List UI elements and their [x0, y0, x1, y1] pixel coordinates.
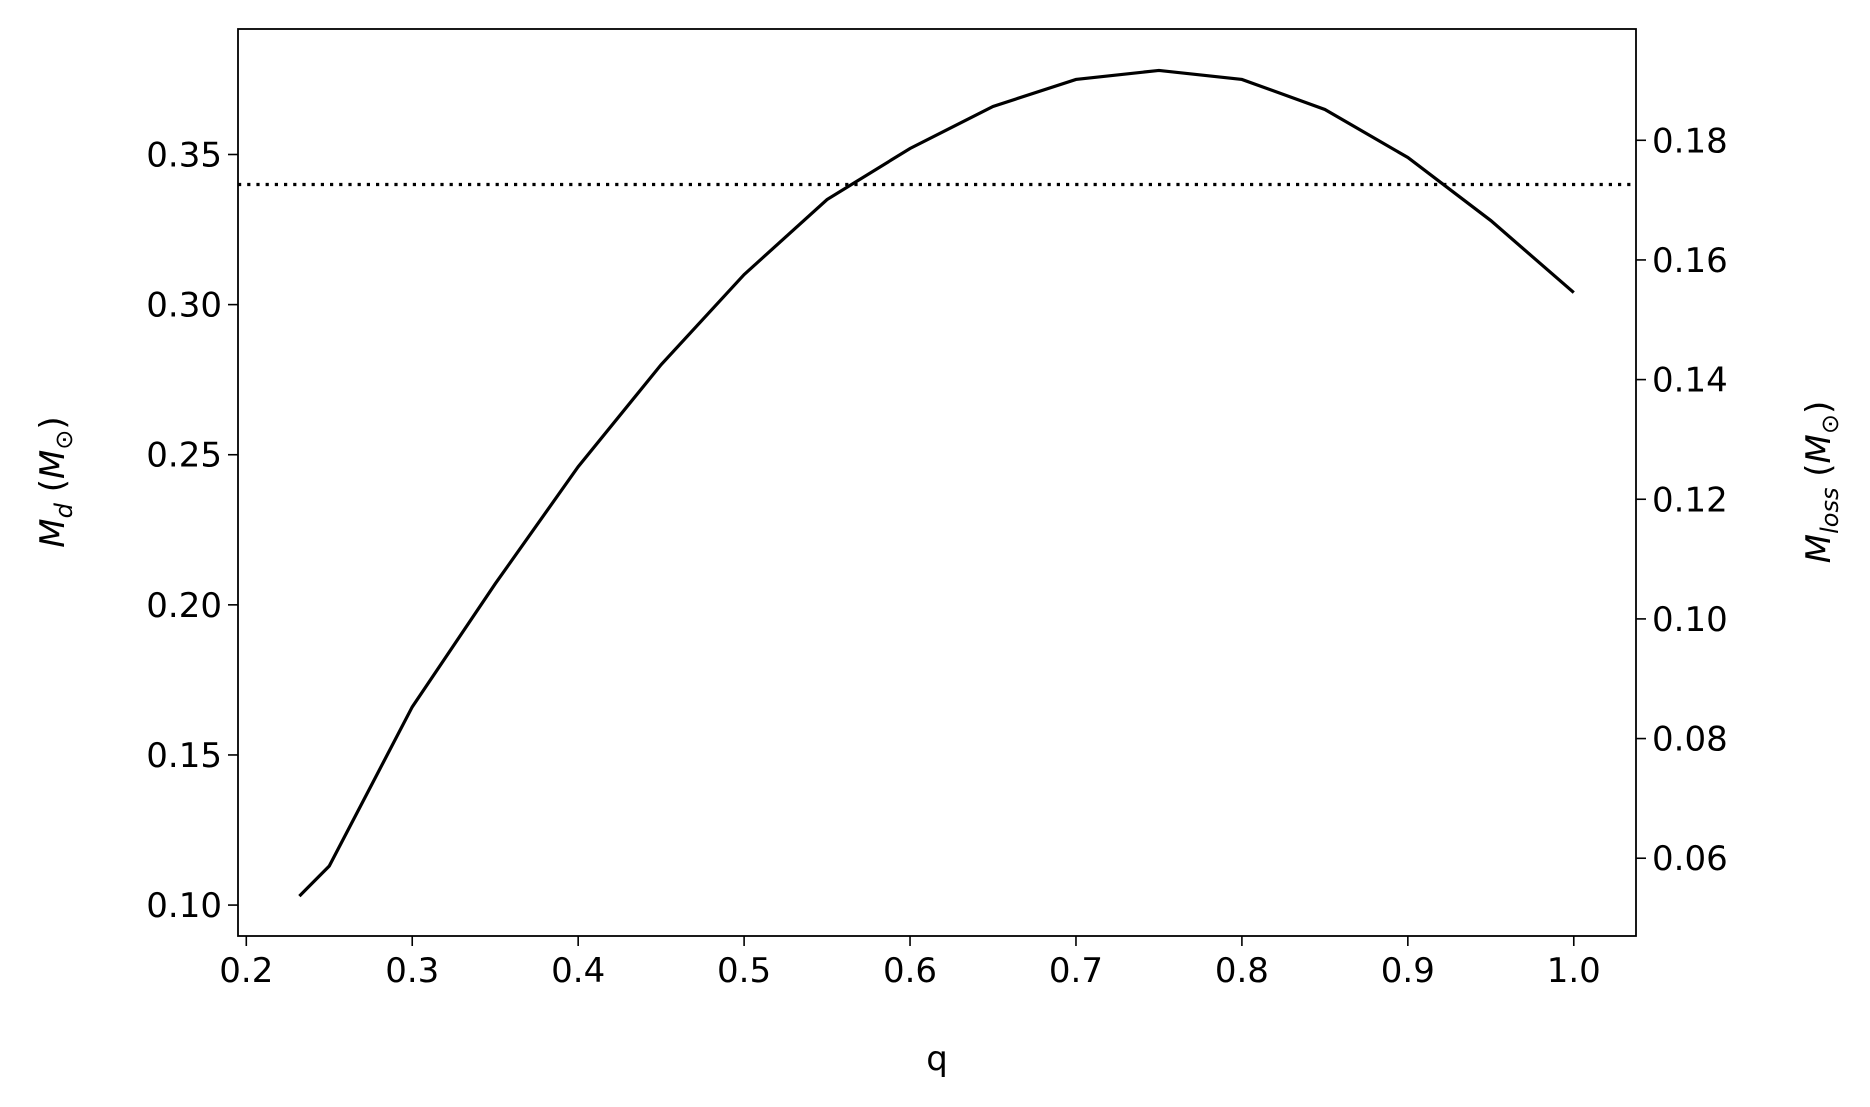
x-tick-label: 0.8: [1215, 951, 1269, 991]
y-tick-label: 0.35: [146, 135, 222, 175]
x-tick-label: 0.2: [219, 951, 273, 991]
y2-tick-label: 0.06: [1652, 839, 1728, 879]
y-axis-label: Md (M⊙): [33, 416, 78, 547]
plot-frame: [237, 28, 1637, 937]
x-tick-label: 0.9: [1381, 951, 1435, 991]
y-tick-label: 0.25: [146, 436, 222, 476]
x-tick-label: 0.4: [551, 951, 605, 991]
y-tick-label: 0.15: [146, 736, 222, 776]
label-part: ): [33, 416, 73, 429]
y2-tick-label: 0.12: [1652, 480, 1728, 520]
label-part: M: [33, 518, 73, 547]
x-tick-label: 1.0: [1547, 951, 1601, 991]
line-series: [298, 68, 1575, 898]
y-tick-label: 0.10: [146, 886, 222, 926]
y2-tick-label: 0.16: [1652, 241, 1728, 281]
y2-axis-label: Mloss (M⊙): [1799, 401, 1844, 564]
label-part: d: [50, 502, 78, 518]
y2-tick-label: 0.10: [1652, 600, 1728, 640]
label-part: ⊙: [50, 430, 78, 450]
x-tick-label: 0.6: [883, 951, 937, 991]
x-tick-label: 0.3: [385, 951, 439, 991]
y-tick-label: 0.20: [146, 586, 222, 626]
label-part: M: [1799, 534, 1839, 563]
y2-tick-label: 0.14: [1652, 361, 1728, 401]
x-tick-label: 0.5: [717, 951, 771, 991]
label-part: M: [1799, 434, 1839, 463]
label-part: M: [33, 450, 73, 479]
y2-tick-label: 0.08: [1652, 720, 1728, 760]
label-part: (: [33, 479, 73, 503]
y2-tick-label: 0.18: [1652, 121, 1728, 161]
x-tick-label: 0.7: [1049, 951, 1103, 991]
label-part: ⊙: [1816, 414, 1844, 434]
label-part: loss: [1816, 488, 1844, 534]
label-part: (: [1799, 463, 1839, 487]
x-axis-label: q: [926, 1039, 948, 1079]
label-part: ): [1799, 401, 1839, 414]
y-tick-label: 0.30: [146, 286, 222, 326]
